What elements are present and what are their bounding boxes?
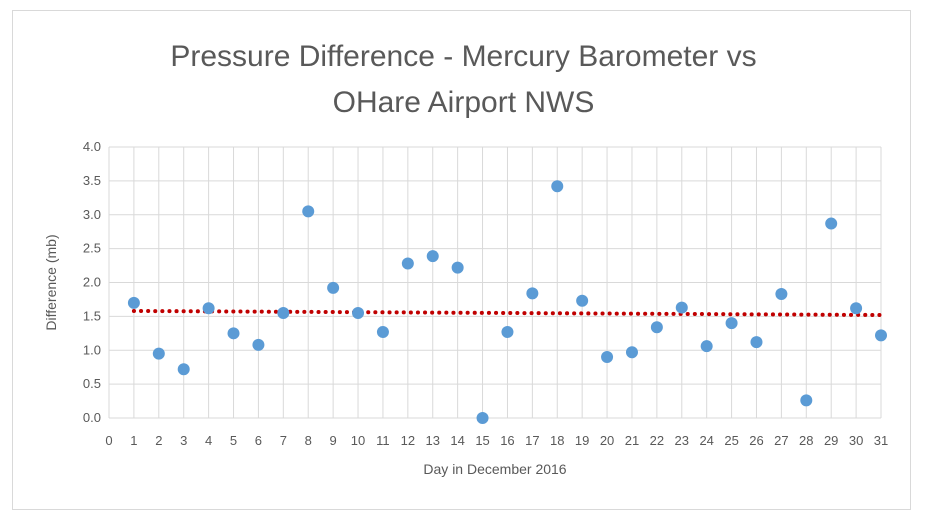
data-point xyxy=(327,281,340,294)
x-tick-label: 10 xyxy=(351,433,365,448)
data-point xyxy=(501,325,514,338)
data-point xyxy=(875,329,887,342)
y-tick-label: 0.0 xyxy=(83,410,101,425)
x-tick-label: 30 xyxy=(849,433,863,448)
x-tick-label: 4 xyxy=(205,433,212,448)
y-tick-labels: 0.0 0.5 1.0 1.5 2.0 2.5 3.0 3.5 4.0 xyxy=(83,139,101,425)
y-tick-label: 1.0 xyxy=(83,342,101,357)
chart-frame xyxy=(12,10,911,510)
y-tick-label: 3.5 xyxy=(83,173,101,188)
x-tick-label: 26 xyxy=(749,433,763,448)
data-point xyxy=(700,340,713,353)
x-tick-label: 22 xyxy=(650,433,664,448)
data-point xyxy=(775,288,788,301)
data-points xyxy=(127,180,887,424)
x-tick-label: 29 xyxy=(824,433,838,448)
data-point xyxy=(825,217,838,230)
x-tick-label: 17 xyxy=(525,433,539,448)
data-point xyxy=(451,261,464,274)
data-point xyxy=(675,301,688,314)
data-point xyxy=(601,351,614,364)
data-point xyxy=(376,325,389,338)
x-tick-labels: 0 1 2 3 4 5 6 7 8 9 10 11 12 13 14 15 16 17 18 19 20 21 22 23 24… xyxy=(105,433,888,448)
data-point xyxy=(551,180,564,193)
x-tick-label: 13 xyxy=(426,433,440,448)
data-point xyxy=(152,347,165,360)
chart-title-line-2: OHare Airport NWS xyxy=(332,86,595,119)
y-tick-label: 1.5 xyxy=(83,308,101,323)
data-point xyxy=(252,338,265,351)
data-point xyxy=(227,327,240,340)
data-point xyxy=(127,296,140,309)
y-axis-label: Difference (mb) xyxy=(43,234,59,330)
x-tick-label: 3 xyxy=(180,433,187,448)
x-tick-label: 18 xyxy=(550,433,564,448)
y-tick-label: 0.5 xyxy=(83,376,101,391)
data-point xyxy=(850,302,863,315)
x-tick-label: 23 xyxy=(675,433,689,448)
x-tick-label: 7 xyxy=(280,433,287,448)
x-tick-label: 19 xyxy=(575,433,589,448)
x-tick-label: 8 xyxy=(305,433,312,448)
data-point xyxy=(725,317,738,330)
y-tick-label: 2.5 xyxy=(83,241,101,256)
data-point xyxy=(800,394,813,407)
gridlines xyxy=(108,146,882,419)
data-point xyxy=(177,363,190,376)
x-tick-label: 27 xyxy=(774,433,788,448)
y-tick-label: 4.0 xyxy=(83,139,101,154)
x-tick-label: 28 xyxy=(799,433,813,448)
x-tick-label: 14 xyxy=(450,433,464,448)
data-point xyxy=(576,294,589,307)
data-point xyxy=(750,336,763,349)
x-tick-label: 24 xyxy=(699,433,713,448)
x-axis-label: Day in December 2016 xyxy=(423,461,566,477)
x-tick-label: 2 xyxy=(155,433,162,448)
x-tick-label: 9 xyxy=(330,433,337,448)
data-point xyxy=(401,257,414,270)
x-tick-label: 6 xyxy=(255,433,262,448)
x-tick-label: 31 xyxy=(874,433,888,448)
data-point xyxy=(277,306,290,319)
data-point xyxy=(352,306,365,319)
x-tick-label: 5 xyxy=(230,433,237,448)
x-tick-label: 20 xyxy=(600,433,614,448)
data-point xyxy=(526,287,539,300)
x-tick-label: 0 xyxy=(105,433,112,448)
data-point xyxy=(650,321,663,334)
y-tick-label: 3.0 xyxy=(83,207,101,222)
data-point xyxy=(625,346,638,359)
x-tick-label: 25 xyxy=(724,433,738,448)
y-tick-label: 2.0 xyxy=(83,275,101,290)
data-point xyxy=(302,205,315,218)
x-tick-label: 15 xyxy=(475,433,489,448)
x-tick-label: 11 xyxy=(376,433,390,448)
x-tick-label: 21 xyxy=(625,433,639,448)
x-tick-label: 16 xyxy=(500,433,514,448)
data-point xyxy=(202,302,215,315)
chart-title-line-1: Pressure Difference - Mercury Barometer … xyxy=(170,40,757,73)
data-point xyxy=(426,250,439,263)
data-point xyxy=(476,412,489,424)
x-tick-label: 12 xyxy=(401,433,415,448)
x-tick-label: 1 xyxy=(130,433,137,448)
